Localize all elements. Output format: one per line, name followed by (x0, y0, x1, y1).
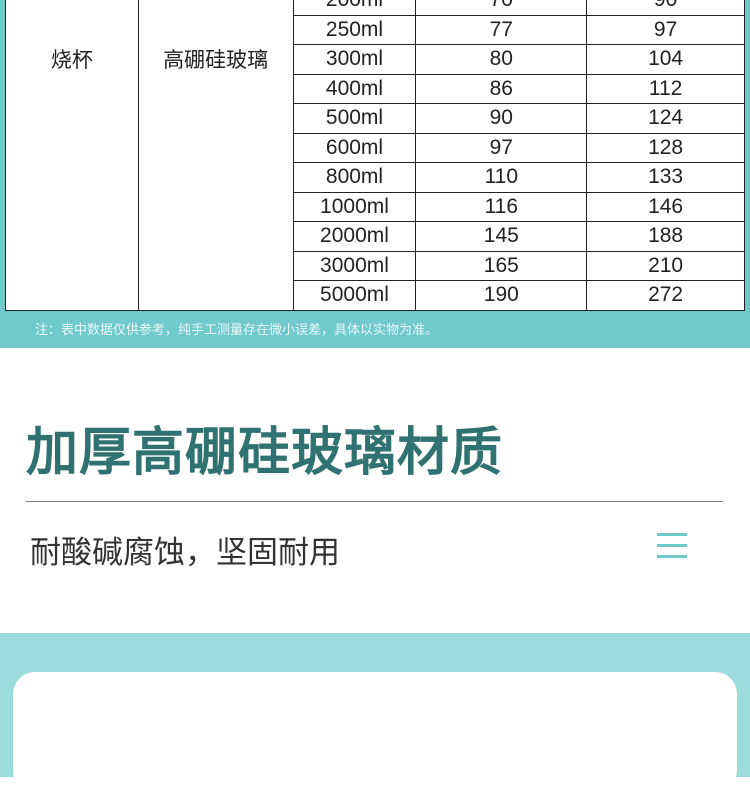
divider (26, 501, 723, 502)
category-cell: 烧杯 (5, 0, 139, 311)
table-cell: 800ml (292, 162, 417, 193)
table-cell: 97 (415, 132, 588, 163)
table-cell: 133 (586, 162, 745, 193)
table-cell: 272 (586, 280, 745, 311)
table-cell: 124 (586, 103, 745, 134)
table-cell: 188 (586, 221, 745, 252)
spec-table-section: 烧杯高硼硅玻璃200ml7090250ml7797300ml80104400ml… (0, 0, 750, 348)
table-cell: 90 (415, 103, 588, 134)
menu-icon (657, 533, 687, 559)
table-row: 600ml 97 128 (6, 132, 745, 163)
table-cell: 145 (415, 221, 588, 252)
table-note: 注：表中数据仅供参考，纯手工测量存在微小误差，具体以实物为准。 (35, 323, 439, 338)
table-cell: 300ml (292, 44, 417, 75)
table-cell: 80 (415, 44, 588, 75)
table-row: 1000ml 116 146 (6, 191, 745, 222)
table-cell: 500ml (292, 103, 417, 134)
table-cell: 250ml (292, 14, 417, 45)
table-cell: 190 (415, 280, 588, 311)
table-cell: 400ml (292, 73, 417, 104)
table-row: 2000ml 145 188 (6, 221, 745, 252)
material-cell: 高硼硅玻璃 (137, 0, 294, 311)
table-cell: 70 (415, 0, 588, 16)
table-row: 800ml 110 133 (6, 162, 745, 193)
content-card (13, 672, 737, 792)
table-cell: 2000ml (292, 221, 417, 252)
table-row: 3000ml 165 210 (6, 250, 745, 281)
table-cell: 128 (586, 132, 745, 163)
table-cell: 1000ml (292, 191, 417, 222)
table-cell: 5000ml (292, 280, 417, 311)
table-cell: 90 (586, 0, 745, 16)
spec-table: 烧杯高硼硅玻璃200ml7090250ml7797300ml80104400ml… (5, 0, 745, 311)
table-row: 烧杯高硼硅玻璃200ml7090 (5, 0, 745, 311)
section-title: 加厚高硼硅玻璃材质 (26, 423, 504, 483)
table-cell: 77 (415, 14, 588, 45)
table-row: 300ml 80 104 (6, 44, 745, 75)
table-cell: 165 (415, 250, 588, 281)
table-cell: 210 (586, 250, 745, 281)
table-row: 400ml 86 112 (6, 73, 745, 104)
table-cell: 110 (415, 162, 588, 193)
table-cell: 112 (586, 73, 745, 104)
table-cell: 86 (415, 73, 588, 104)
table-cell: 97 (586, 14, 745, 45)
table-cell: 600ml (292, 132, 417, 163)
table-row: 250ml 77 97 (6, 14, 745, 45)
table-row: 5000ml 190 272 (6, 280, 745, 311)
table-cell: 146 (586, 191, 745, 222)
table-cell: 200ml (292, 0, 417, 16)
section-subtitle: 耐酸碱腐蚀，坚固耐用 (30, 535, 340, 571)
table-cell: 116 (415, 191, 588, 222)
table-row: 500ml 90 124 (6, 103, 745, 134)
table-cell: 3000ml (292, 250, 417, 281)
table-cell: 104 (586, 44, 745, 75)
